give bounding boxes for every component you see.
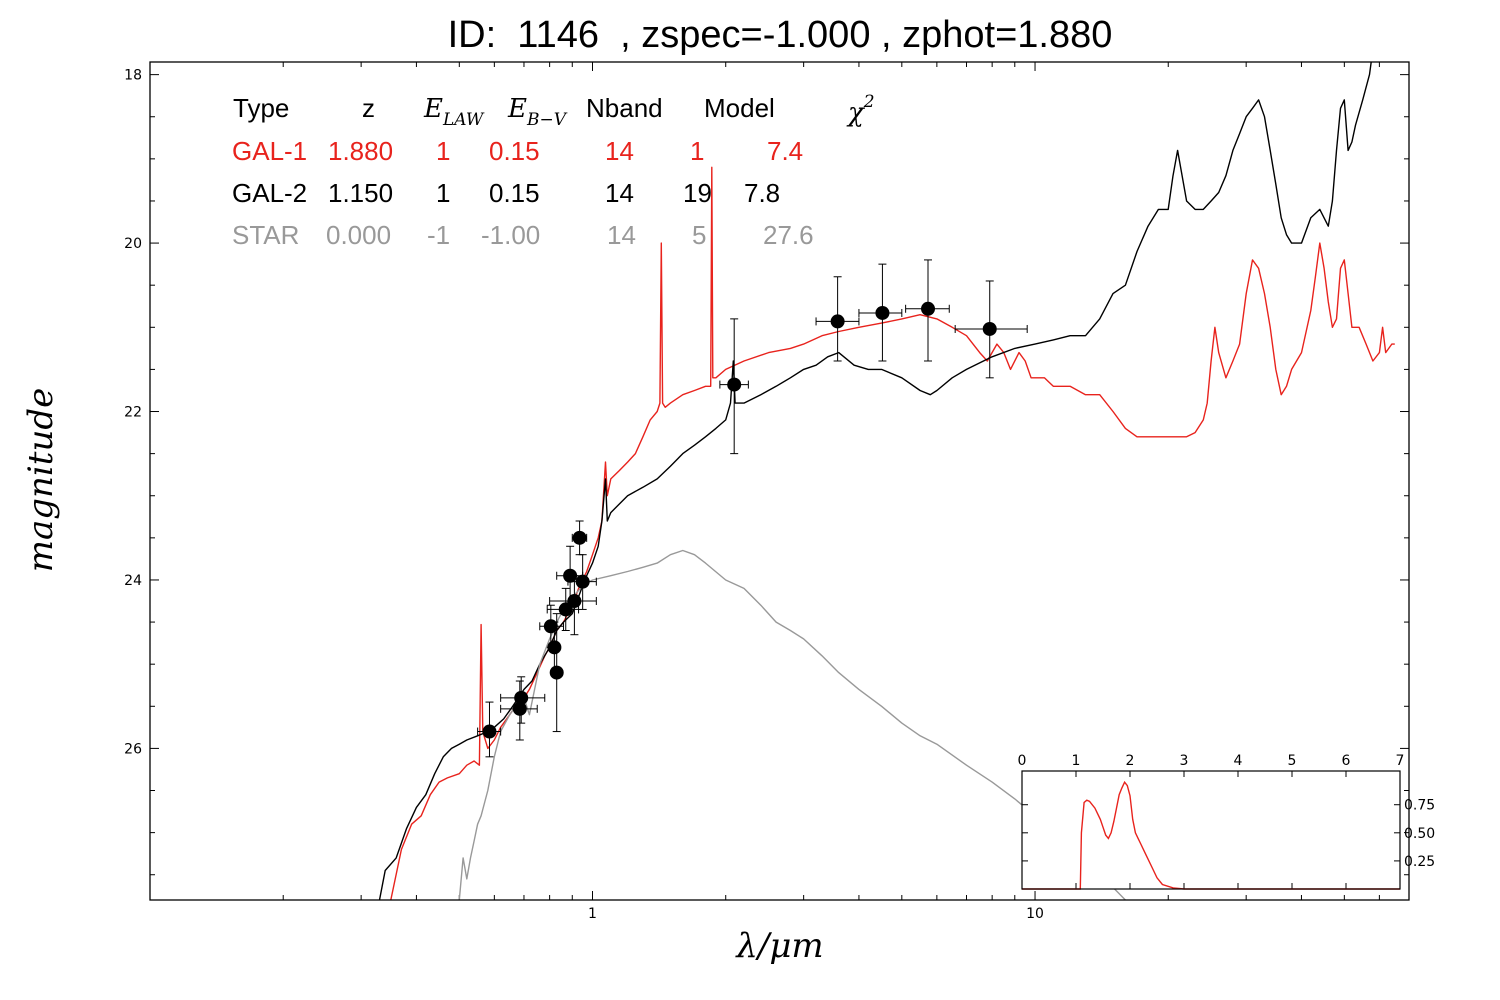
y-tick-label: 20 <box>124 236 142 252</box>
fit-table: Type z ELAW EB−V Nband Model χ2 GAL-1 1.… <box>232 92 875 250</box>
table-header-z: z <box>362 93 375 123</box>
inset-x-tick-label: 3 <box>1180 753 1189 769</box>
observation-point <box>550 666 564 680</box>
elaw-subscript: LAW <box>442 110 485 130</box>
table-header-model: Model <box>704 93 775 123</box>
observation-point <box>727 378 741 392</box>
observation-layer <box>478 260 1028 757</box>
ebv-symbol: E <box>507 94 527 124</box>
row-star-type: STAR <box>232 220 299 250</box>
row-gal2-elaw: 1 <box>436 178 450 208</box>
row-gal2-chi2: 7.8 <box>744 178 780 208</box>
inset-x-tick-label: 1 <box>1072 753 1081 769</box>
y-tick-label: 22 <box>124 405 142 421</box>
observation-point <box>875 306 889 320</box>
row-star-chi2: 27.6 <box>763 220 814 250</box>
observation-point <box>567 594 581 608</box>
row-star-z: 0.000 <box>326 220 391 250</box>
row-gal1-z: 1.880 <box>328 136 393 166</box>
observation-point <box>983 322 997 336</box>
x-tick-label: 10 <box>1026 906 1044 922</box>
chi-superscript: 2 <box>863 92 875 112</box>
row-gal2-type: GAL-2 <box>232 178 307 208</box>
observation-point <box>482 725 496 739</box>
inset-y-tick-label: 0.75 <box>1404 798 1435 814</box>
row-star-ebv: -1.00 <box>481 220 540 250</box>
row-gal1-nband: 14 <box>605 136 634 166</box>
inset-y-tick-label: 0.25 <box>1404 854 1435 870</box>
table-header-nband: Nband <box>586 93 663 123</box>
row-gal2-ebv: 0.15 <box>489 178 540 208</box>
y-tick-label: 24 <box>124 573 142 589</box>
row-gal1-model: 1 <box>690 136 704 166</box>
inset-x-tick-label: 7 <box>1396 753 1405 769</box>
y-tick-label: 18 <box>124 68 142 84</box>
table-row: STAR 0.000 -1 -1.00 14 5 27.6 <box>232 220 814 250</box>
inset-background <box>1022 771 1400 889</box>
observation-point <box>514 691 528 705</box>
x-tick-label: 1 <box>588 906 597 922</box>
observation-point <box>576 575 590 589</box>
row-gal1-chi2: 7.4 <box>767 136 803 166</box>
observation-point <box>573 531 587 545</box>
table-header-elaw: ELAW <box>423 94 485 130</box>
table-header-chi2: χ2 <box>846 92 875 128</box>
ebv-subscript: B−V <box>526 110 568 130</box>
row-gal1-elaw: 1 <box>436 136 450 166</box>
row-gal2-z: 1.150 <box>328 178 393 208</box>
observation-point <box>831 314 845 328</box>
inset-y-tick-label: 0.50 <box>1404 826 1435 842</box>
row-gal2-model: 19 <box>683 178 712 208</box>
y-tick-label: 26 <box>124 741 142 757</box>
inset-x-tick-label: 2 <box>1126 753 1135 769</box>
row-gal1-ebv: 0.15 <box>489 136 540 166</box>
inset-x-tick-label: 4 <box>1234 753 1243 769</box>
elaw-symbol: E <box>423 94 443 124</box>
table-header-type: Type <box>233 93 289 123</box>
table-header-ebv: EB−V <box>507 94 568 130</box>
inset-x-tick-label: 0 <box>1018 753 1027 769</box>
y-axis-label: magnitude <box>21 388 61 573</box>
observation-point <box>547 640 561 654</box>
row-star-model: 5 <box>692 220 706 250</box>
observation-point <box>921 302 935 316</box>
row-star-nband: 14 <box>607 220 636 250</box>
inset-x-tick-label: 6 <box>1342 753 1351 769</box>
table-row: GAL-1 1.880 1 0.15 14 1 7.4 <box>232 136 803 166</box>
inset-x-tick-label: 5 <box>1288 753 1297 769</box>
row-gal2-nband: 14 <box>605 178 634 208</box>
inset-pdz: 0 1 2 3 4 5 6 7 0.25 0.50 0.75 <box>1018 753 1436 889</box>
observation-point <box>544 619 558 633</box>
row-gal1-type: GAL-1 <box>232 136 307 166</box>
row-star-elaw: -1 <box>427 220 450 250</box>
x-axis-label: λ/μm <box>734 926 823 966</box>
table-row: GAL-2 1.150 1 0.15 14 19 7.8 <box>232 178 780 208</box>
